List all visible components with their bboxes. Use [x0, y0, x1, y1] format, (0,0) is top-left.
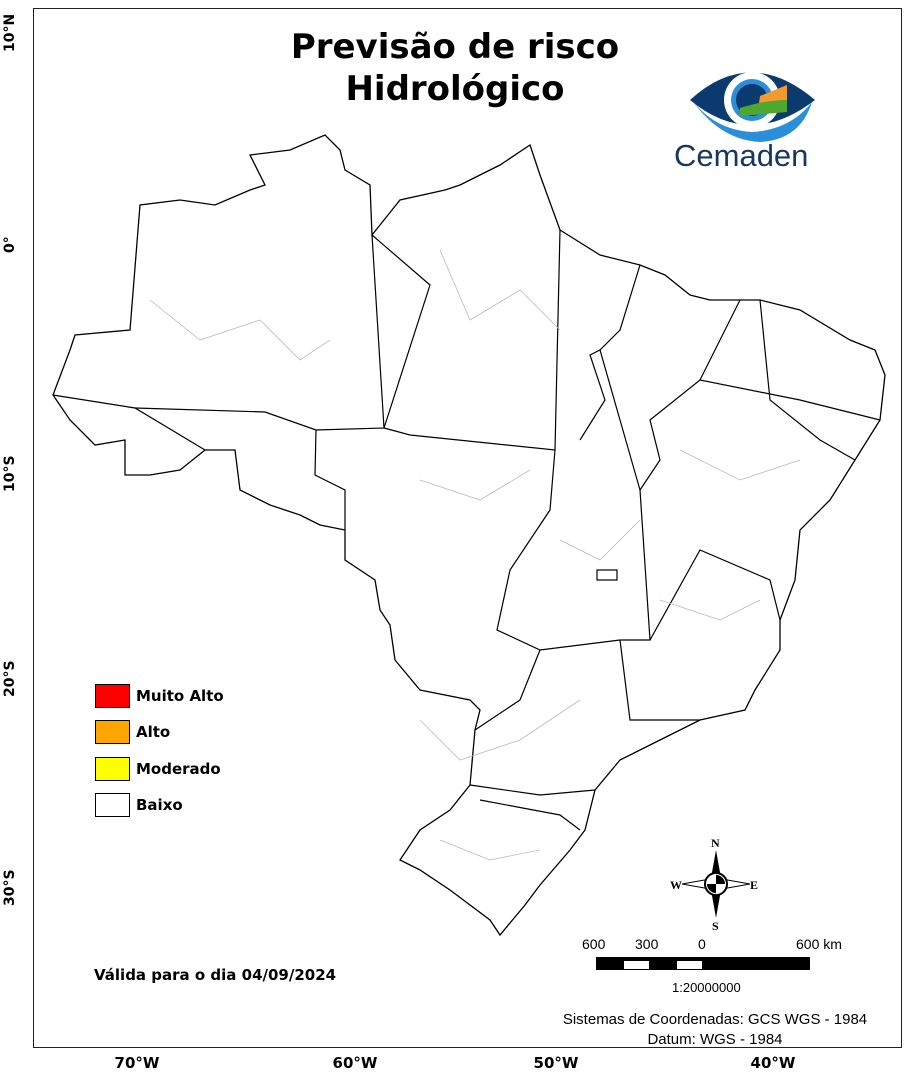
legend-swatch	[95, 793, 130, 817]
lon-label: 60°W	[332, 1054, 378, 1072]
lat-label: 30°S	[2, 869, 18, 906]
compass-s: S	[712, 919, 719, 933]
lon-label: 40°W	[750, 1054, 796, 1072]
lat-label: 0°	[2, 236, 18, 253]
legend-item-muito-alto: Muito Alto	[95, 684, 224, 708]
coordinate-system: Sistemas de Coordenadas: GCS WGS - 1984 D…	[520, 1010, 910, 1050]
legend-swatch	[95, 684, 130, 708]
lat-label: 10°N	[2, 13, 18, 52]
title-line1: Previsão de risco	[290, 27, 620, 67]
municipal-borders	[149, 249, 801, 861]
compass-e: E	[750, 878, 758, 892]
scale-label: 300	[635, 936, 659, 952]
state-borders	[52, 229, 881, 831]
compass-w: W	[670, 878, 682, 892]
lat-label: 20°S	[2, 660, 18, 697]
legend-swatch	[95, 720, 130, 744]
title-line2: Hidrológico	[345, 69, 565, 109]
compass-rose: N S W E	[670, 836, 758, 933]
legend-label: Baixo	[136, 796, 183, 814]
scale-bar	[596, 957, 810, 970]
brazil-outline	[52, 134, 886, 937]
legend-item-moderado: Moderado	[95, 757, 221, 781]
scale-label: 600	[582, 936, 606, 952]
map-title: Previsão de risco Hidrológico	[240, 26, 670, 110]
lat-label: 10°S	[2, 455, 18, 492]
cemaden-logo-text: Cemaden	[674, 138, 809, 173]
cemaden-logo-mark	[690, 72, 815, 142]
legend-label: Muito Alto	[136, 687, 224, 705]
compass-n: N	[711, 836, 720, 850]
lon-label: 50°W	[533, 1054, 579, 1072]
coords-line2: Datum: WGS - 1984	[647, 1031, 783, 1048]
scale-ratio: 1:20000000	[672, 980, 741, 995]
legend-item-alto: Alto	[95, 720, 170, 744]
legend-label: Moderado	[136, 760, 221, 778]
legend-swatch	[95, 757, 130, 781]
map-frame	[33, 8, 902, 1048]
coords-line1: Sistemas de Coordenadas: GCS WGS - 1984	[562, 1011, 868, 1028]
scale-label: 600 km	[796, 936, 842, 952]
lon-label: 70°W	[114, 1054, 160, 1072]
legend-label: Alto	[136, 723, 171, 741]
scale-label: 0	[698, 936, 706, 952]
legend-item-baixo: Baixo	[95, 793, 183, 817]
valid-date: Válida para o dia 04/09/2024	[94, 966, 337, 984]
